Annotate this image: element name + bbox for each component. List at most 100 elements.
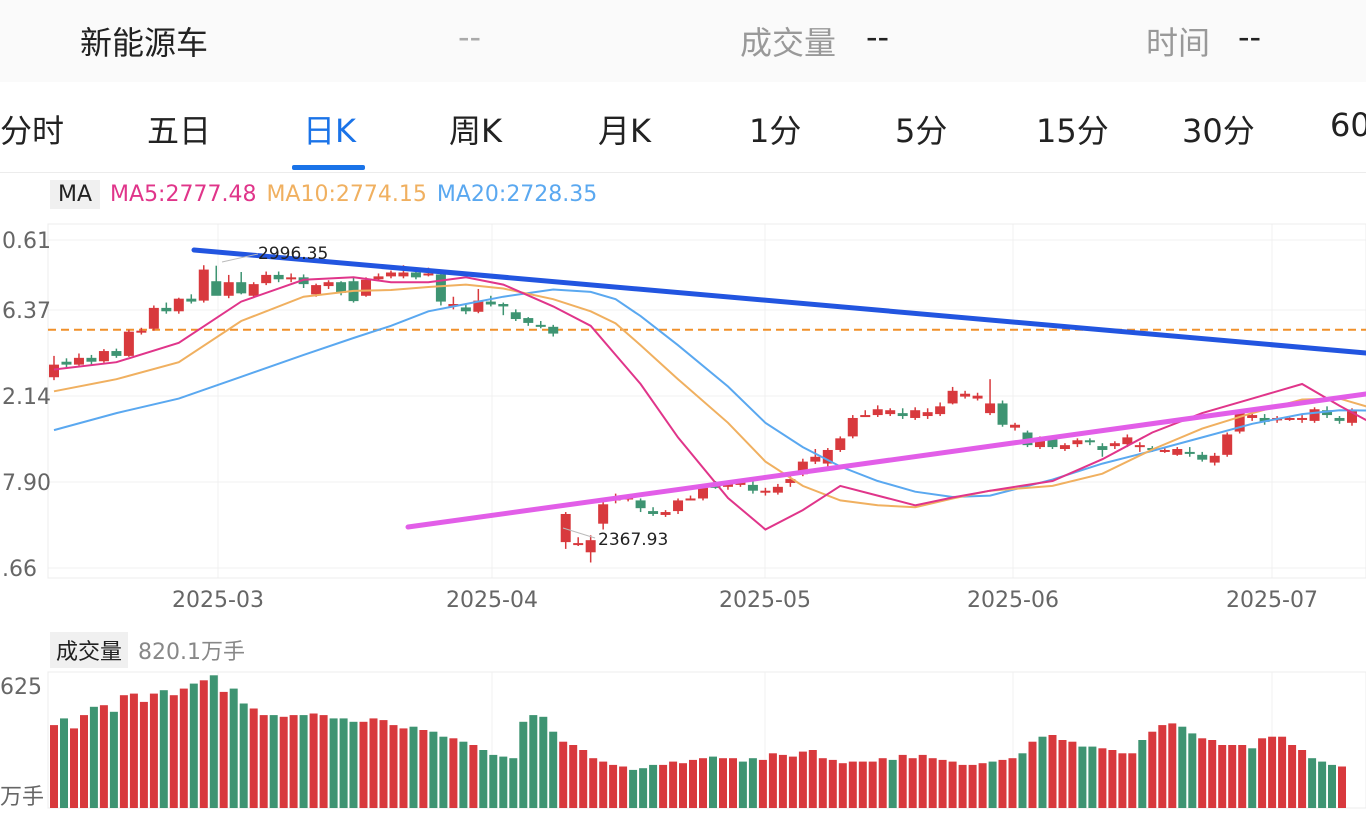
volume-bar[interactable] — [818, 758, 827, 808]
volume-bar[interactable] — [938, 759, 947, 808]
candle-body[interactable] — [585, 540, 596, 553]
volume-bar[interactable] — [399, 728, 408, 808]
volume-bar[interactable] — [1038, 736, 1047, 808]
volume-bar[interactable] — [1028, 741, 1037, 808]
volume-bar[interactable] — [229, 688, 238, 808]
volume-bar[interactable] — [139, 701, 148, 808]
candle-body[interactable] — [1247, 415, 1258, 418]
volume-bar[interactable] — [1248, 748, 1257, 808]
volume-bar[interactable] — [569, 745, 578, 808]
candle-body[interactable] — [73, 357, 84, 365]
volume-bar[interactable] — [1288, 745, 1297, 808]
volume-bar[interactable] — [998, 759, 1007, 808]
volume-bar[interactable] — [359, 721, 368, 808]
candle-body[interactable] — [111, 351, 122, 356]
volume-bar[interactable] — [858, 761, 867, 808]
volume-bar[interactable] — [60, 718, 68, 808]
candle-body[interactable] — [573, 543, 584, 546]
volume-bar[interactable] — [928, 758, 937, 808]
volume-bar[interactable] — [439, 736, 448, 808]
volume-bar[interactable] — [748, 758, 757, 808]
volume-bar[interactable] — [669, 761, 678, 808]
volume-bar[interactable] — [1318, 761, 1327, 808]
volume-bar[interactable] — [1168, 723, 1177, 808]
volume-bar[interactable] — [1118, 753, 1127, 808]
volume-bar[interactable] — [838, 763, 847, 808]
candle-body[interactable] — [772, 486, 783, 493]
candle-body[interactable] — [1122, 437, 1133, 445]
volume-bar[interactable] — [529, 715, 538, 808]
candle-body[interactable] — [710, 485, 721, 488]
tab-intraday[interactable]: 分时 — [0, 112, 65, 150]
volume-bar[interactable] — [389, 725, 398, 808]
volume-bar[interactable] — [289, 715, 298, 808]
candle-body[interactable] — [635, 500, 646, 509]
volume-bar[interactable] — [279, 716, 288, 808]
candle-body[interactable] — [460, 307, 471, 312]
volume-bar[interactable] — [719, 758, 727, 808]
candle-body[interactable] — [236, 282, 247, 294]
volume-bar[interactable] — [369, 718, 378, 808]
tab-five-day[interactable]: 五日 — [147, 112, 212, 150]
candle-body[interactable] — [1234, 413, 1245, 432]
candle-body[interactable] — [1309, 409, 1320, 421]
volume-bar[interactable] — [549, 731, 558, 808]
candle-body[interactable] — [847, 417, 858, 437]
candle-body[interactable] — [735, 481, 746, 485]
tab-60min[interactable]: 60 — [1330, 106, 1366, 144]
candle-body[interactable] — [98, 351, 109, 362]
volume-tag[interactable]: 成交量 — [50, 632, 129, 668]
volume-bar[interactable] — [429, 731, 438, 808]
candle-body[interactable] — [1334, 417, 1345, 421]
volume-bar[interactable] — [1148, 731, 1157, 808]
candle-body[interactable] — [797, 461, 808, 475]
volume-bar[interactable] — [878, 758, 887, 808]
volume-bar[interactable] — [469, 745, 478, 808]
candle-body[interactable] — [148, 307, 159, 329]
candle-body[interactable] — [1159, 449, 1170, 452]
candle-body[interactable] — [1322, 410, 1333, 416]
candle-body[interactable] — [997, 403, 1008, 425]
volume-bar[interactable] — [1258, 738, 1267, 808]
volume-bar[interactable] — [1238, 745, 1247, 808]
candle-body[interactable] — [1047, 439, 1058, 448]
candle-body[interactable] — [1297, 417, 1308, 420]
volume-bar[interactable] — [1268, 736, 1277, 808]
volume-bar[interactable] — [679, 763, 687, 808]
volume-bar[interactable] — [1338, 766, 1346, 809]
candle-body[interactable] — [211, 281, 222, 296]
volume-bar[interactable] — [449, 738, 458, 808]
candle-body[interactable] — [336, 282, 347, 293]
candle-body[interactable] — [49, 364, 59, 378]
volume-bar[interactable] — [908, 758, 917, 808]
volume-bar[interactable] — [758, 759, 767, 808]
volume-bar[interactable] — [709, 756, 717, 808]
candle-body[interactable] — [822, 449, 833, 464]
candle-body[interactable] — [1059, 445, 1070, 450]
volume-bar[interactable] — [419, 730, 428, 808]
candle-body[interactable] — [1222, 434, 1233, 455]
candle-body[interactable] — [910, 410, 921, 418]
candle-body[interactable] — [361, 279, 372, 296]
volume-bar[interactable] — [1298, 750, 1307, 808]
candle-body[interactable] — [435, 274, 446, 302]
ma-tag[interactable]: MA — [50, 179, 101, 209]
candle-body[interactable] — [1097, 446, 1108, 450]
volume-bar[interactable] — [219, 691, 228, 808]
candle-body[interactable] — [747, 484, 758, 491]
candle-body[interactable] — [1134, 445, 1145, 448]
candle-body[interactable] — [1284, 417, 1295, 420]
volume-bar[interactable] — [1228, 745, 1237, 808]
volume-bar[interactable] — [499, 756, 508, 808]
candle-body[interactable] — [248, 284, 259, 296]
volume-bar[interactable] — [489, 754, 498, 808]
volume-bar[interactable] — [519, 721, 528, 808]
volume-bar[interactable] — [209, 675, 218, 808]
candle-body[interactable] — [1072, 440, 1083, 445]
candle-body[interactable] — [1259, 417, 1270, 422]
volume-bar[interactable] — [1108, 750, 1117, 808]
candle-body[interactable] — [1184, 451, 1195, 454]
candle-body[interactable] — [123, 331, 134, 356]
volume-bar[interactable] — [1158, 725, 1167, 808]
candle-body[interactable] — [922, 412, 933, 417]
